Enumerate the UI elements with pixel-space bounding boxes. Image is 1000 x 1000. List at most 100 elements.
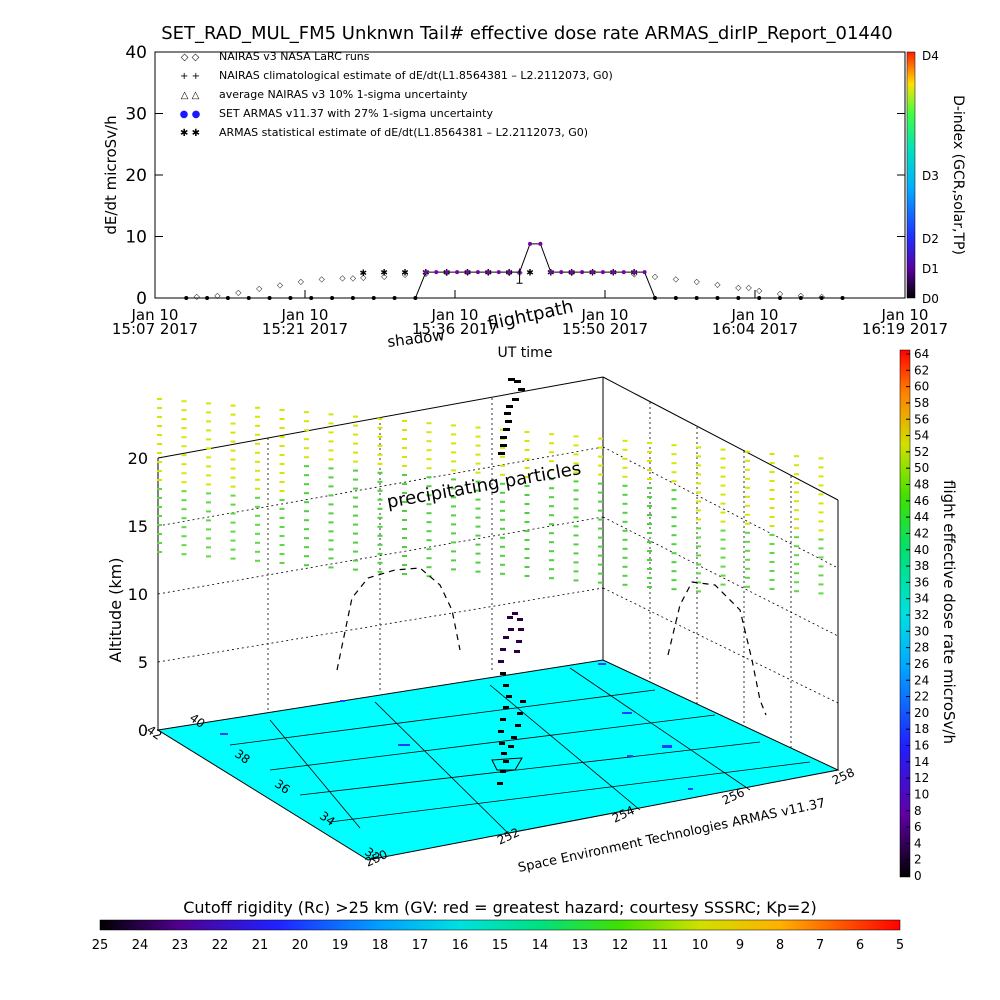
precip-dash [279, 445, 285, 447]
precip-dash [255, 451, 260, 454]
precip-dash [598, 464, 603, 467]
dindex-tick-label: D4 [922, 49, 939, 63]
rigidity-tick-label: 18 [372, 938, 389, 953]
legend-text: average NAIRAS v3 10% 1-sigma uncertaint… [219, 88, 468, 101]
precip-dash [745, 495, 750, 498]
precip-dash [206, 402, 211, 405]
precip-dash [157, 425, 162, 427]
precip-dash [402, 564, 407, 566]
precip-dash [304, 501, 309, 504]
precip-dash [500, 536, 505, 539]
precip-dash [304, 429, 309, 432]
precip-dash [720, 583, 726, 586]
precip-dash [255, 487, 260, 490]
precip-dash [304, 474, 309, 477]
precip-dash [818, 466, 824, 469]
precip-dash [377, 507, 383, 510]
precip-dash [720, 448, 726, 451]
precip-dash [671, 480, 677, 483]
nairas-diamond-point: ◇ [319, 274, 326, 283]
precip-dash [206, 429, 211, 432]
dose-tick-label: 4 [914, 836, 922, 850]
precip-dash [696, 446, 701, 449]
precip-dash [671, 498, 677, 501]
precip-dash [818, 574, 824, 577]
precip-dash [500, 509, 505, 512]
rigidity-tick-label: 20 [292, 938, 309, 953]
precip-dash [794, 491, 799, 494]
precip-dash [426, 494, 432, 497]
armas-dose-point [444, 270, 449, 275]
precip-dash [794, 581, 799, 584]
precip-dash [524, 557, 530, 559]
rigidity-tick-label: 16 [452, 938, 469, 953]
precip-dash [255, 433, 260, 436]
precip-dash [377, 498, 383, 501]
precip-dash [818, 484, 824, 487]
precip-dash [598, 455, 603, 458]
legend-text: ARMAS statistical estimate of dE/dt(L1.8… [219, 126, 588, 139]
armas-dose-point [840, 296, 845, 300]
precip-dash [524, 458, 530, 460]
precip-dash [647, 469, 652, 471]
precip-dash [696, 500, 701, 503]
precip-dash [696, 509, 701, 512]
rigidity-tick-label: 13 [572, 938, 589, 953]
dindex-colorbar-gradient [906, 51, 916, 299]
aircraft-marker [491, 757, 523, 771]
precip-dash [451, 559, 456, 562]
box-wireframe [157, 376, 839, 770]
precip-dash [475, 462, 481, 465]
timeseries-y-ticks: 0 10 20 30 40 [125, 43, 905, 309]
precip-dash [377, 426, 383, 429]
precip-dash [426, 512, 432, 515]
flightpath-track [497, 378, 526, 785]
armas-dose-point [528, 241, 532, 246]
precip-dash [573, 543, 579, 546]
precip-dash [622, 574, 628, 577]
armas-dose-point [819, 296, 824, 300]
precip-dash [181, 463, 187, 466]
surface-blue-specks [220, 663, 693, 790]
precip-dash [573, 570, 579, 573]
precip-dash [696, 473, 701, 476]
precip-dash [696, 536, 701, 539]
flightpath-point [498, 660, 504, 663]
nairas-diamond-point: ◇ [350, 274, 357, 283]
rigidity-tick-label: 7 [816, 938, 824, 953]
precip-dash [622, 475, 628, 478]
precip-dash [671, 534, 677, 537]
precip-dash [328, 548, 334, 551]
precip-dash [451, 451, 456, 454]
precip-dash [500, 473, 505, 476]
precip-dash [745, 450, 750, 453]
precip-dash [475, 516, 481, 519]
precip-dash [647, 577, 652, 579]
precip-dash [353, 460, 358, 463]
precip-dash [671, 579, 677, 582]
precip-dash [696, 590, 701, 593]
precip-dash [524, 440, 530, 442]
precip-dash [720, 520, 726, 523]
precip-dash [573, 552, 579, 555]
armas-dose-point [715, 296, 720, 300]
precip-dash [720, 556, 726, 559]
precip-dash [328, 413, 334, 416]
precip-dash [279, 463, 285, 465]
precip-dash [500, 500, 505, 503]
precip-dash [671, 525, 677, 528]
armas-dose-point [475, 270, 480, 275]
precip-dash [255, 541, 260, 544]
precip-dash [181, 553, 187, 556]
precip-dash [230, 530, 236, 533]
flightpath-point [506, 405, 513, 408]
precip-dash [720, 547, 726, 550]
dose-tick-label: 8 [914, 804, 922, 818]
precip-dash [181, 418, 187, 421]
precip-dash [304, 546, 309, 549]
precip-dash [598, 491, 603, 494]
precip-dash [671, 471, 677, 474]
armas-stat-point: ✱ [360, 269, 368, 279]
